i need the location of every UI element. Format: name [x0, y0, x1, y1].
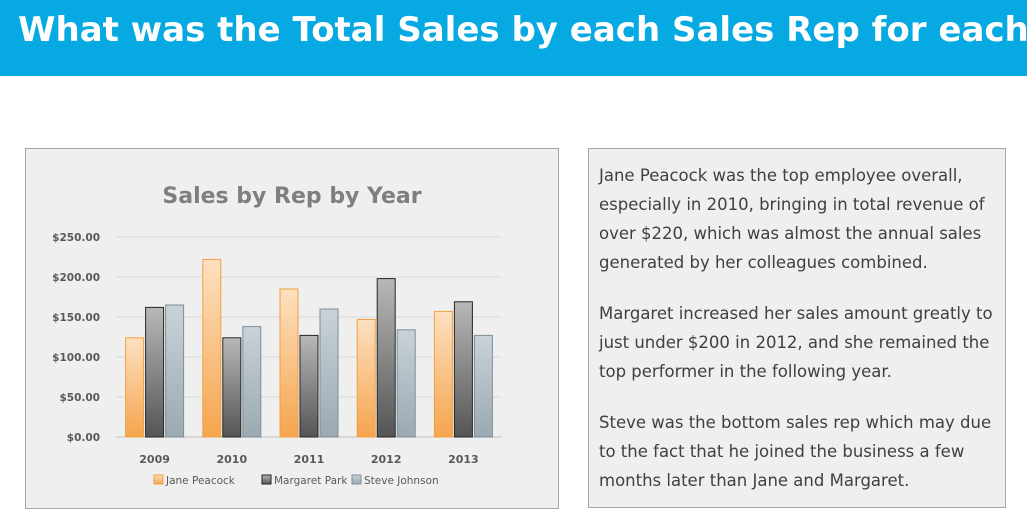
commentary-paragraph-margaret: Margaret increased her sales amount grea… — [599, 304, 993, 381]
x-tick-label: 2010 — [216, 453, 247, 466]
y-tick-label: $250.00 — [52, 232, 100, 244]
bar-margaret-park — [299, 334, 319, 438]
bar-jane-peacock — [202, 258, 222, 438]
y-tick-label: $100.00 — [52, 352, 100, 364]
y-tick-label: $50.00 — [59, 392, 100, 404]
legend-swatch-3 — [351, 474, 362, 485]
legend-label: Steve Johnson — [364, 475, 439, 487]
y-tick-label: $0.00 — [67, 432, 100, 444]
legend-label: Margaret Park — [274, 475, 348, 487]
bar-jane-peacock — [279, 288, 299, 438]
x-tick-label: 2013 — [448, 453, 479, 466]
legend-label: Jane Peacock — [165, 475, 236, 487]
page-title: What was the Total Sales by each Sales R… — [18, 10, 1027, 50]
commentary-panel: Jane Peacock was the top employee overal… — [588, 148, 1006, 508]
sales-chart-canvas: Sales by Rep by Year $0.00 $50.00 $100.00 $1… — [52, 184, 502, 487]
commentary-paragraph-steve: Steve was the bottom sales rep which may… — [599, 413, 992, 490]
x-tick-label: 2011 — [294, 453, 325, 466]
y-tick-label: $150.00 — [52, 312, 100, 324]
sales-chart: Sales by Rep by Year $0.00 $50.00 $100.00 $1… — [25, 148, 559, 509]
bar-jane-peacock — [125, 337, 145, 438]
chart-title: Sales by Rep by Year — [162, 184, 421, 209]
x-tick-label: 2012 — [371, 453, 402, 466]
bar-steve-johnson — [473, 334, 493, 438]
bar-steve-johnson — [396, 329, 416, 438]
bar-jane-peacock — [356, 318, 376, 438]
legend-swatch-1 — [153, 474, 164, 485]
x-tick-label: 2009 — [139, 453, 170, 466]
bar-margaret-park — [145, 306, 165, 438]
bar-margaret-park — [453, 301, 473, 438]
bar-steve-johnson — [165, 304, 185, 438]
title-banner: What was the Total Sales by each Sales R… — [0, 0, 1027, 76]
commentary-paragraph-jane: Jane Peacock was the top employee overal… — [599, 166, 985, 272]
bar-jane-peacock — [433, 310, 453, 438]
legend-swatch-2 — [261, 474, 272, 485]
y-tick-label: $200.00 — [52, 272, 100, 284]
bar-steve-johnson — [319, 308, 339, 438]
bar-margaret-park — [222, 337, 242, 438]
bar-margaret-park — [376, 278, 396, 438]
bar-steve-johnson — [242, 326, 262, 438]
